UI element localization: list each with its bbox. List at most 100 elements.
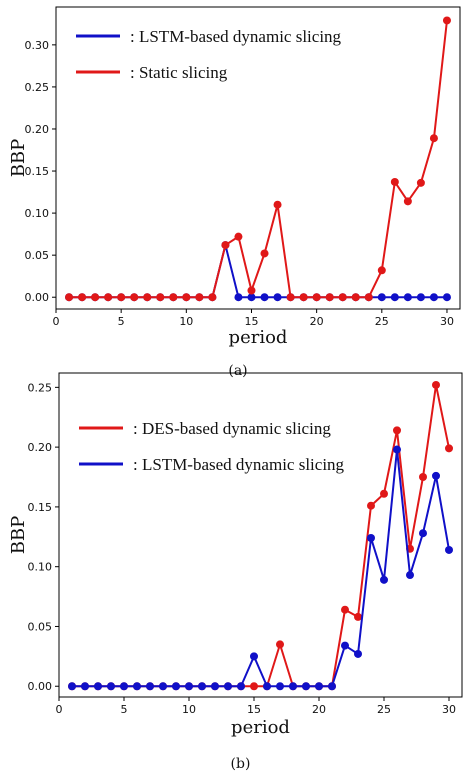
data-point [276,640,284,649]
data-point [94,682,102,691]
data-point [429,293,438,302]
data-point [377,266,386,275]
data-point [159,682,167,691]
data-point [237,682,245,691]
y-tick-label: 0.15 [28,501,53,514]
data-point [117,293,126,302]
data-point [406,571,414,580]
data-point [104,293,113,302]
data-point [393,426,401,435]
data-point [143,293,152,302]
data-point [221,241,230,250]
chart-panel-1: 0 5 10 15 20 25 30 0.00 0.05 0.10 0.15 0.20 0.25 0.30… [8,6,461,379]
data-point [377,293,386,302]
data-point [78,293,87,302]
x-tick-label: 0 [53,315,60,328]
data-point [247,286,256,295]
data-point [234,232,243,241]
data-point [224,682,232,691]
chart-panel-2: 0 5 10 15 20 25 30 0.00 0.05 0.10 0.15 0.20 0.25 peri… [8,372,463,772]
x-tick-label: 10 [179,315,193,328]
series-line [69,20,448,299]
data-point [419,529,427,538]
data-point [172,682,180,691]
data-point [416,178,425,187]
data-point [273,293,282,302]
data-point [91,293,100,302]
y-tick-label: 0.10 [25,207,50,220]
data-point [416,293,425,302]
legend-entry: : LSTM-based dynamic slicing [130,27,342,46]
y-tick-label: 0.15 [25,165,50,178]
data-point [367,501,375,510]
x-tick-label: 5 [121,703,128,716]
data-point [432,471,440,480]
data-point [403,197,412,206]
data-point [367,533,375,542]
y-tick-label: 0.20 [28,441,53,454]
data-point [250,652,258,661]
x-tick-label: 20 [312,703,326,716]
x-tick-label: 25 [377,703,391,716]
data-point [182,293,191,302]
data-point [302,682,310,691]
data-point [341,641,349,650]
data-point [234,293,243,302]
data-point [120,682,128,691]
plot-area [55,6,461,310]
data-point [354,649,362,658]
data-point [286,293,295,302]
data-point [315,682,323,691]
data-point [445,545,453,554]
y-tick-label: 0.25 [25,81,50,94]
y-axis-label: BBP [8,516,29,555]
data-point [208,293,217,302]
data-point [419,473,427,482]
data-point [364,293,373,302]
y-tick-label: 0.25 [28,381,53,394]
data-point [380,489,388,498]
data-point [442,16,451,25]
data-point [185,682,193,691]
legend-entry: : DES-based dynamic slicing [133,419,331,438]
x-tick-label: 15 [244,315,258,328]
data-point [250,682,258,691]
data-point [195,293,204,302]
x-tick-label: 20 [310,315,324,328]
y-tick-label: 0.30 [25,39,50,52]
data-point [68,682,76,691]
legend-entry: : LSTM-based dynamic slicing [133,455,345,474]
y-tick-label: 0.05 [28,620,53,633]
data-point [341,605,349,614]
data-point [403,293,412,302]
plot-area [58,372,463,698]
data-point [445,444,453,453]
x-tick-label: 15 [247,703,261,716]
data-point [107,682,115,691]
data-point [442,293,451,302]
data-point [390,177,399,186]
x-tick-label: 30 [442,703,456,716]
x-axis-label: period [231,717,290,738]
series-line [72,448,450,688]
y-axis-label: BBP [8,139,29,178]
data-point [289,682,297,691]
y-tick-label: 0.20 [25,123,50,136]
data-point [338,293,347,302]
data-point [81,682,89,691]
y-tick-label: 0.10 [28,561,53,574]
data-point [65,293,74,302]
x-tick-label: 25 [375,315,389,328]
x-tick-label: 5 [118,315,125,328]
y-tick-label: 0.00 [28,680,53,693]
data-point [146,682,154,691]
series-lstm-based-dynamic-slicing [68,445,453,691]
data-point [380,575,388,584]
data-point [354,612,362,621]
panel-caption: (b) [231,756,251,772]
data-point [130,293,139,302]
panel-caption: (a) [228,363,247,379]
y-tick-label: 0.05 [25,249,50,262]
data-point [247,293,256,302]
